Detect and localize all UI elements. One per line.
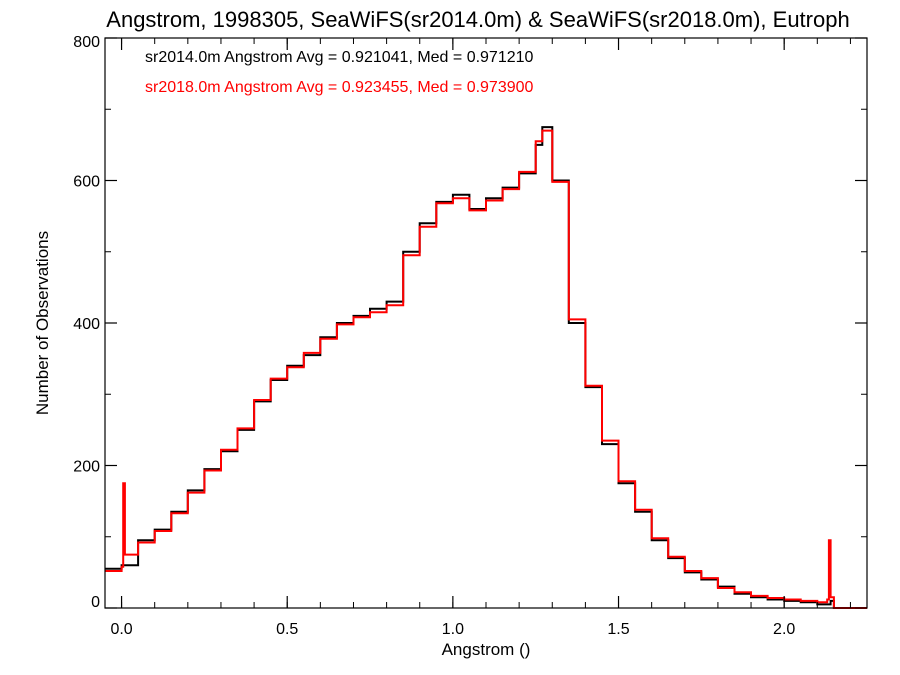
y-tick-label: 0 xyxy=(91,594,100,611)
legend-entry-sr2014: sr2014.0m Angstrom Avg = 0.921041, Med =… xyxy=(145,49,534,66)
chart-title: Angstrom, 1998305, SeaWiFS(sr2014.0m) & … xyxy=(106,7,849,32)
x-tick-label: 2.0 xyxy=(773,621,795,638)
y-tick-label: 400 xyxy=(73,316,100,333)
x-tick-label: 1.0 xyxy=(442,621,464,638)
series-line-sr2014-0m xyxy=(105,126,867,609)
y-tick-label: 800 xyxy=(73,34,100,51)
plot-frame xyxy=(104,37,868,609)
legend-entry-sr2018: sr2018.0m Angstrom Avg = 0.923455, Med =… xyxy=(145,79,534,96)
series-line-sr2018-0m xyxy=(105,129,867,609)
y-tick-label: 600 xyxy=(73,174,100,191)
x-tick-label: 1.5 xyxy=(607,621,629,638)
series-layer xyxy=(105,126,867,609)
axes-layer: 0.0 0.5 1.0 1.5 2.0 0 200 400 600 800 xyxy=(73,34,867,638)
y-tick-label: 200 xyxy=(73,459,100,476)
x-tick-label: 0.0 xyxy=(110,621,132,638)
x-tick-label: 0.5 xyxy=(276,621,298,638)
x-axis-label: Angstrom () xyxy=(442,640,531,659)
y-axis-label: Number of Observations xyxy=(33,231,52,415)
